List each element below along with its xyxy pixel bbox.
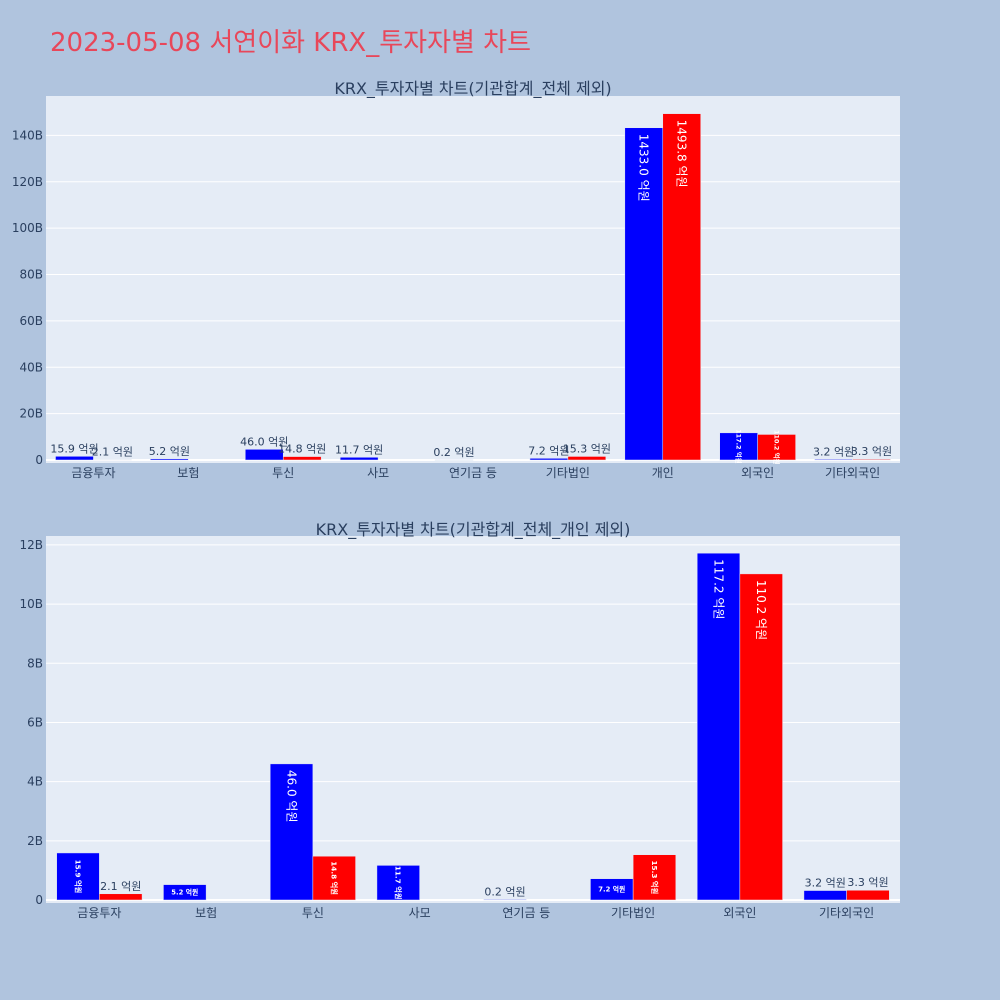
data-label: 3.2 억원 <box>805 877 846 890</box>
bar <box>846 889 890 901</box>
data-label: 117.2 억원 <box>734 429 743 464</box>
bar <box>99 893 143 901</box>
data-label: 3.3 억원 <box>847 876 888 889</box>
y-tick-label: 80B <box>19 268 43 282</box>
bar <box>55 456 94 461</box>
data-label: 14.8 억원 <box>278 443 326 456</box>
data-label: 14.8 억원 <box>330 861 339 895</box>
x-tick-label: 보험 <box>177 466 199 480</box>
y-tick-label: 12B <box>19 538 43 552</box>
bar <box>803 890 847 901</box>
data-label: 110.2 억원 <box>772 430 781 465</box>
data-label: 1493.8 억원 <box>675 120 689 188</box>
bar <box>814 459 853 461</box>
data-label: 3.2 억원 <box>813 445 854 458</box>
y-tick-label: 8B <box>27 656 43 670</box>
data-label: 1433.0 억원 <box>637 134 651 202</box>
bar <box>696 552 741 901</box>
data-label: 15.9 억원 <box>50 442 98 455</box>
data-label: 11.7 억원 <box>335 443 383 456</box>
bar <box>852 458 891 461</box>
bar <box>282 456 322 461</box>
data-label: 110.2 억원 <box>754 580 768 640</box>
data-label: 117.2 억원 <box>711 559 725 619</box>
bar <box>150 458 189 461</box>
x-tick-label: 연기금 등 <box>502 906 550 920</box>
bar <box>312 855 356 901</box>
data-label: 5.2 억원 <box>149 445 190 458</box>
chart-title: KRX_투자자별 차트(기관합계_전체 제외) <box>334 79 611 99</box>
x-tick-label: 투신 <box>302 906 324 920</box>
y-tick-label: 100B <box>12 221 43 235</box>
y-tick-label: 120B <box>12 175 43 189</box>
bar <box>567 456 607 461</box>
x-tick-label: 기타법인 <box>611 906 655 920</box>
bar <box>93 459 132 461</box>
bar <box>376 865 420 901</box>
y-tick-label: 6B <box>27 715 43 729</box>
data-label: 15.3 억원 <box>650 860 659 894</box>
bar <box>632 854 677 901</box>
bar <box>483 899 527 901</box>
plot-area <box>46 96 900 463</box>
bar <box>245 449 284 461</box>
data-label: 11.7 억원 <box>394 866 403 900</box>
page-title: 2023-05-08 서연이화 KRX_투자자별 차트 <box>50 28 532 58</box>
x-tick-label: 투신 <box>272 466 294 480</box>
chart-1: 0 20B 40B 60B 80B 100B 120B 140B KRX_투자자별 차트(기관합… <box>12 79 900 480</box>
y-tick-label: 10B <box>19 597 43 611</box>
y-tick-label: 20B <box>19 407 43 421</box>
bar <box>719 432 758 461</box>
x-tick-label: 외국인 <box>723 906 756 920</box>
data-label: 7.2 억원 <box>598 885 625 894</box>
data-label: 2.1 억원 <box>92 446 133 459</box>
data-label: 46.0 억원 <box>284 770 298 823</box>
x-tick-label: 사모 <box>367 466 389 480</box>
bar <box>757 434 796 461</box>
y-tick-label: 2B <box>27 834 43 848</box>
bar <box>739 573 783 901</box>
data-label: 15.3 억원 <box>563 442 611 455</box>
data-label: 0.2 억원 <box>433 446 474 459</box>
bar <box>624 127 664 461</box>
bar <box>56 852 100 901</box>
chart-title: KRX_투자자별 차트(기관합계_전체_개인 제외) <box>316 520 631 540</box>
data-label: 3.3 억원 <box>851 445 892 458</box>
y-tick-label: 60B <box>19 314 43 328</box>
x-tick-label: 기타법인 <box>546 466 590 480</box>
data-label: 46.0 억원 <box>240 435 288 448</box>
x-tick-label: 금융투자 <box>77 906 121 920</box>
data-label: 2.1 억원 <box>100 880 141 893</box>
data-label: 0.2 억원 <box>484 885 525 898</box>
bar <box>662 113 701 461</box>
bar <box>529 458 569 461</box>
y-tick-label: 140B <box>12 128 43 142</box>
y-tick-label: 40B <box>19 360 43 374</box>
bar <box>163 884 207 901</box>
x-tick-label: 기타외국인 <box>825 466 880 480</box>
data-label: 15.9 억원 <box>73 860 82 894</box>
y-tick-label: 0 <box>35 453 43 467</box>
x-tick-label: 기타외국인 <box>819 906 874 920</box>
y-tick-label: 0 <box>35 893 43 907</box>
chart-2: 0 2B 4B 6B 8B 10B 12B KRX_투자자별 차트(기관합계_전체_개인 제외… <box>19 520 900 920</box>
x-tick-label: 개인 <box>652 466 674 480</box>
y-tick-label: 4B <box>27 775 43 789</box>
data-label: 5.2 억원 <box>171 888 198 897</box>
bar <box>269 763 314 901</box>
data-label: 7.2 억원 <box>528 444 569 457</box>
x-tick-label: 외국인 <box>741 466 774 480</box>
x-tick-label: 금융투자 <box>71 466 115 480</box>
bar <box>339 457 379 461</box>
x-tick-label: 연기금 등 <box>449 466 497 480</box>
bar <box>434 459 474 461</box>
x-tick-label: 보험 <box>195 906 217 920</box>
x-tick-label: 사모 <box>409 906 431 920</box>
